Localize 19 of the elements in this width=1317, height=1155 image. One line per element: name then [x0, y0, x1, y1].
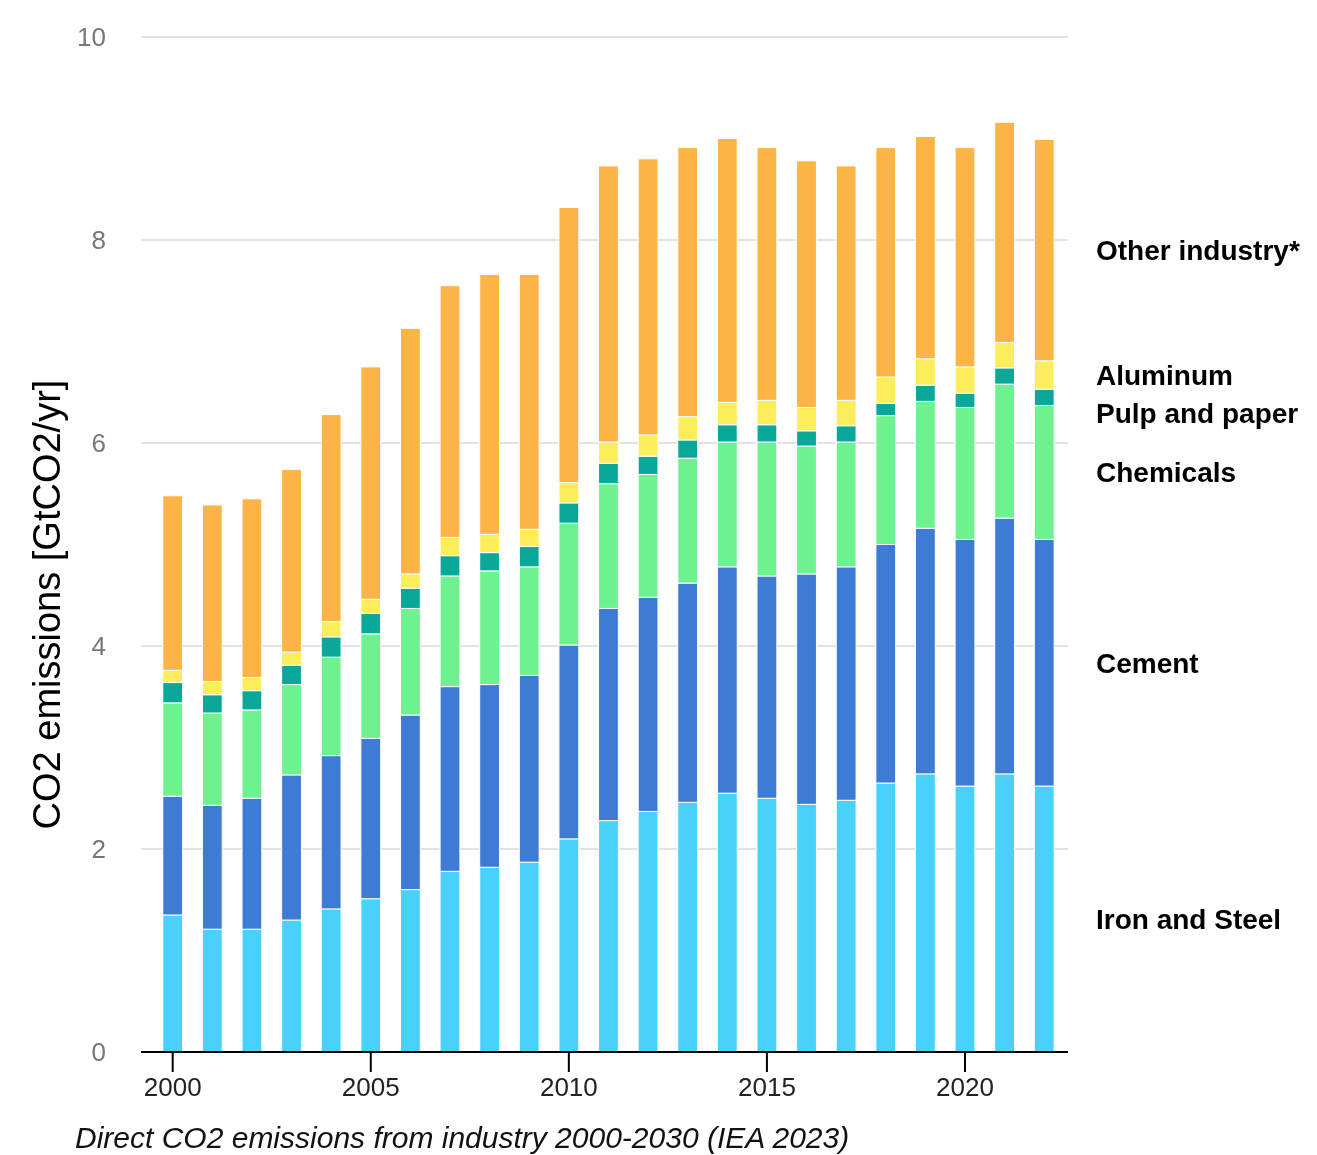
series-label: Aluminum — [1096, 359, 1233, 391]
x-tick-label: 2000 — [143, 1072, 202, 1102]
x-tick-label: 2010 — [539, 1072, 598, 1102]
y-tick-label: 4 — [91, 631, 106, 661]
series-label: Cement — [1096, 647, 1199, 679]
x-tick-label: 2015 — [738, 1072, 796, 1102]
x-tick-label: 2020 — [936, 1072, 994, 1102]
y-tick-label: 6 — [91, 428, 106, 458]
y-axis-title: CO2 emissions [GtCO2/yr] — [26, 379, 68, 830]
series-label: Iron and Steel — [1096, 904, 1282, 936]
y-tick-label: 8 — [91, 225, 106, 255]
series-label: Other industry* — [1096, 235, 1300, 267]
series-label: Pulp and paper — [1096, 397, 1299, 429]
series-label: Chemicals — [1096, 457, 1237, 489]
y-tick-label: 0 — [91, 1037, 106, 1067]
x-tick-label: 2005 — [341, 1072, 400, 1102]
y-tick-label: 2 — [91, 834, 106, 864]
text: Direct CO2 emissions from industry 2000-2030 (IEA 2023) — [75, 1121, 850, 1154]
y-tick-label: 10 — [77, 22, 106, 52]
